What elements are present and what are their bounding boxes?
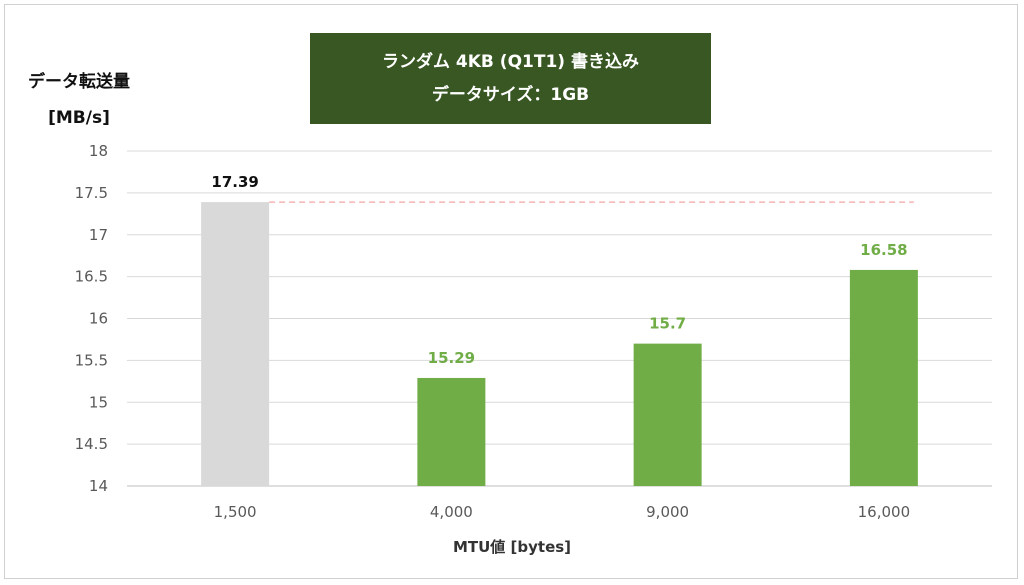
y-tick-label: 18 [89,142,108,160]
data-labels: 17.39 15.29 15.7 16.58 [211,173,907,367]
y-tick-label: 14.5 [75,435,108,453]
y-axis-label-line2: [MB/s] [48,108,110,128]
grid-lines [127,150,992,487]
y-tick-label: 15.5 [75,351,108,369]
y-tick-label: 17.5 [75,184,108,202]
data-label: 15.7 [649,315,686,333]
x-axis-label: MTU値 [bytes] [452,538,572,556]
data-label: 15.29 [428,349,475,367]
data-label: 16.58 [860,241,907,259]
x-tick-label: 16,000 [858,503,911,521]
y-tick-label: 16 [89,310,108,328]
chart-title-box: ランダム 4KB (Q1T1) 書き込み データサイズ：1GB [310,33,711,124]
bar [849,269,918,486]
x-tick-label: 4,000 [430,503,473,521]
y-tick-label: 15 [89,393,108,411]
bar [633,343,702,486]
chart-title-line1: ランダム 4KB (Q1T1) 書き込み [382,51,639,72]
x-tick-labels: 1,500 4,000 9,000 16,000 [214,503,910,521]
data-label: 17.39 [211,173,258,191]
bar-baseline [201,202,270,486]
y-tick-label: 14 [89,477,108,495]
y-tick-labels: 14 14.5 15 15.5 16 16.5 17 17.5 18 [75,142,108,495]
chart-title-line2: データサイズ：1GB [431,84,590,105]
y-axis-label: データ転送量 [MB/s] [14,64,144,136]
x-tick-label: 1,500 [214,503,257,521]
bar [417,377,486,486]
bars [201,202,918,486]
y-axis-label-line1: データ転送量 [28,72,130,92]
x-tick-label: 9,000 [646,503,689,521]
y-tick-label: 17 [89,226,108,244]
y-tick-label: 16.5 [75,268,108,286]
